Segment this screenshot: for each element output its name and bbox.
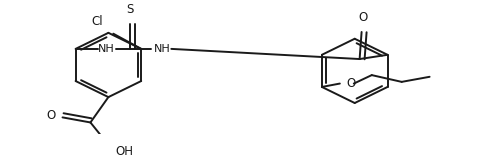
Text: O: O: [347, 77, 356, 90]
Text: NH: NH: [98, 44, 114, 54]
Text: Cl: Cl: [92, 15, 103, 28]
Text: O: O: [358, 11, 367, 24]
Text: S: S: [127, 3, 134, 16]
Text: O: O: [46, 109, 55, 122]
Text: OH: OH: [115, 145, 133, 158]
Text: NH: NH: [154, 44, 171, 54]
